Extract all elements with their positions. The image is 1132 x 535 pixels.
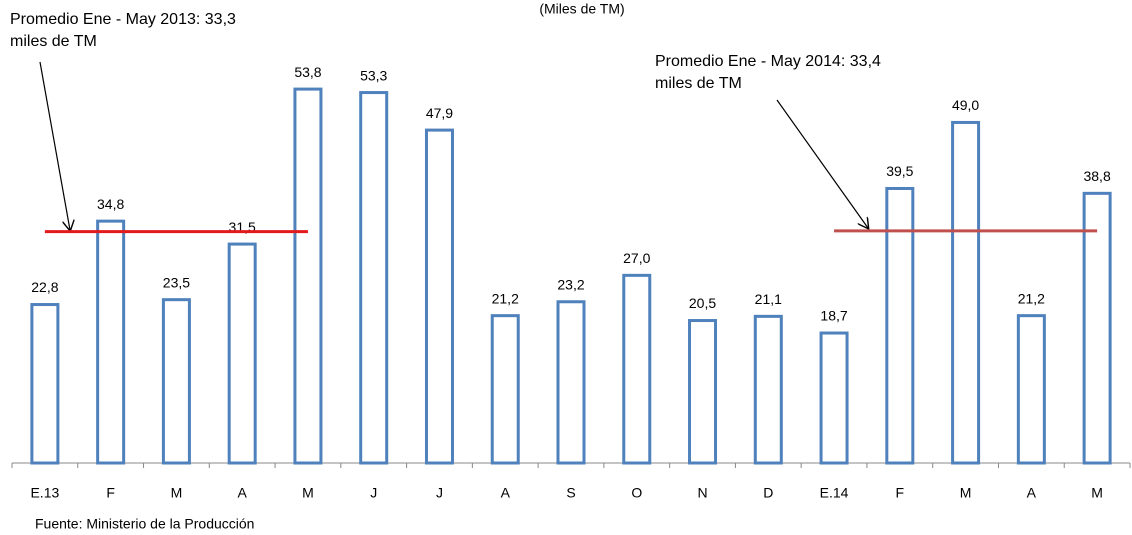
x-tick-label: S: [566, 485, 575, 501]
x-tick-label: M: [960, 485, 972, 501]
annotation: Promedio Ene - May 2014: 33,4: [655, 53, 881, 70]
annotation: Promedio Ene - May 2013: 33,3: [10, 11, 236, 28]
x-tick-label: J: [436, 485, 443, 501]
data-label: 27,0: [623, 250, 650, 266]
data-label: 23,5: [163, 274, 190, 290]
bar: [1082, 191, 1112, 465]
bar: [161, 298, 191, 465]
bar: [951, 120, 981, 465]
x-tick-label: N: [697, 485, 707, 501]
data-label: 23,2: [557, 276, 584, 292]
x-tick-label: E.14: [820, 485, 849, 501]
bar: [96, 219, 126, 465]
source: Fuente: Ministerio de la Producción: [35, 516, 254, 532]
data-label: 18,7: [820, 308, 847, 324]
data-label: 21,1: [755, 291, 782, 307]
bar: [359, 91, 389, 465]
x-tick-label: M: [171, 485, 183, 501]
bar: [490, 314, 520, 465]
annotation: miles de TM: [655, 75, 742, 92]
bar: [556, 300, 586, 465]
data-label: 22,8: [31, 279, 58, 295]
x-tick-label: D: [763, 485, 773, 501]
x-tick-label: F: [896, 485, 905, 501]
bar: [30, 303, 60, 465]
annotation: miles de TM: [10, 33, 97, 50]
arrow: [776, 99, 868, 228]
x-tick-label: F: [106, 485, 115, 501]
data-label: 39,5: [886, 163, 913, 179]
data-label: 34,8: [97, 196, 124, 212]
x-tick-label: A: [238, 485, 248, 501]
data-label: 20,5: [689, 295, 716, 311]
data-label: 38,8: [1083, 168, 1110, 184]
data-label: 21,2: [1018, 290, 1045, 306]
bar: [885, 186, 915, 465]
x-tick-label: O: [631, 485, 642, 501]
data-label: 53,3: [360, 67, 387, 83]
bar: [1016, 314, 1046, 465]
data-label: 49,0: [952, 97, 979, 113]
x-tick-label: J: [370, 485, 377, 501]
x-tick-label: M: [1091, 485, 1103, 501]
bar: [227, 242, 257, 465]
data-label: 21,2: [492, 290, 519, 306]
x-tick-label: A: [501, 485, 511, 501]
arrow: [39, 61, 70, 230]
bar: [688, 319, 718, 465]
data-label: 53,8: [294, 64, 321, 80]
bar: [293, 87, 323, 465]
bar: [819, 331, 849, 465]
bar: [622, 273, 652, 465]
x-tick-label: E.13: [30, 485, 59, 501]
x-tick-label: M: [302, 485, 314, 501]
chart-title: (Miles de TM): [539, 1, 624, 17]
data-label: 47,9: [426, 105, 453, 121]
bar: [424, 128, 454, 465]
bar: [753, 314, 783, 465]
x-tick-label: A: [1027, 485, 1037, 501]
